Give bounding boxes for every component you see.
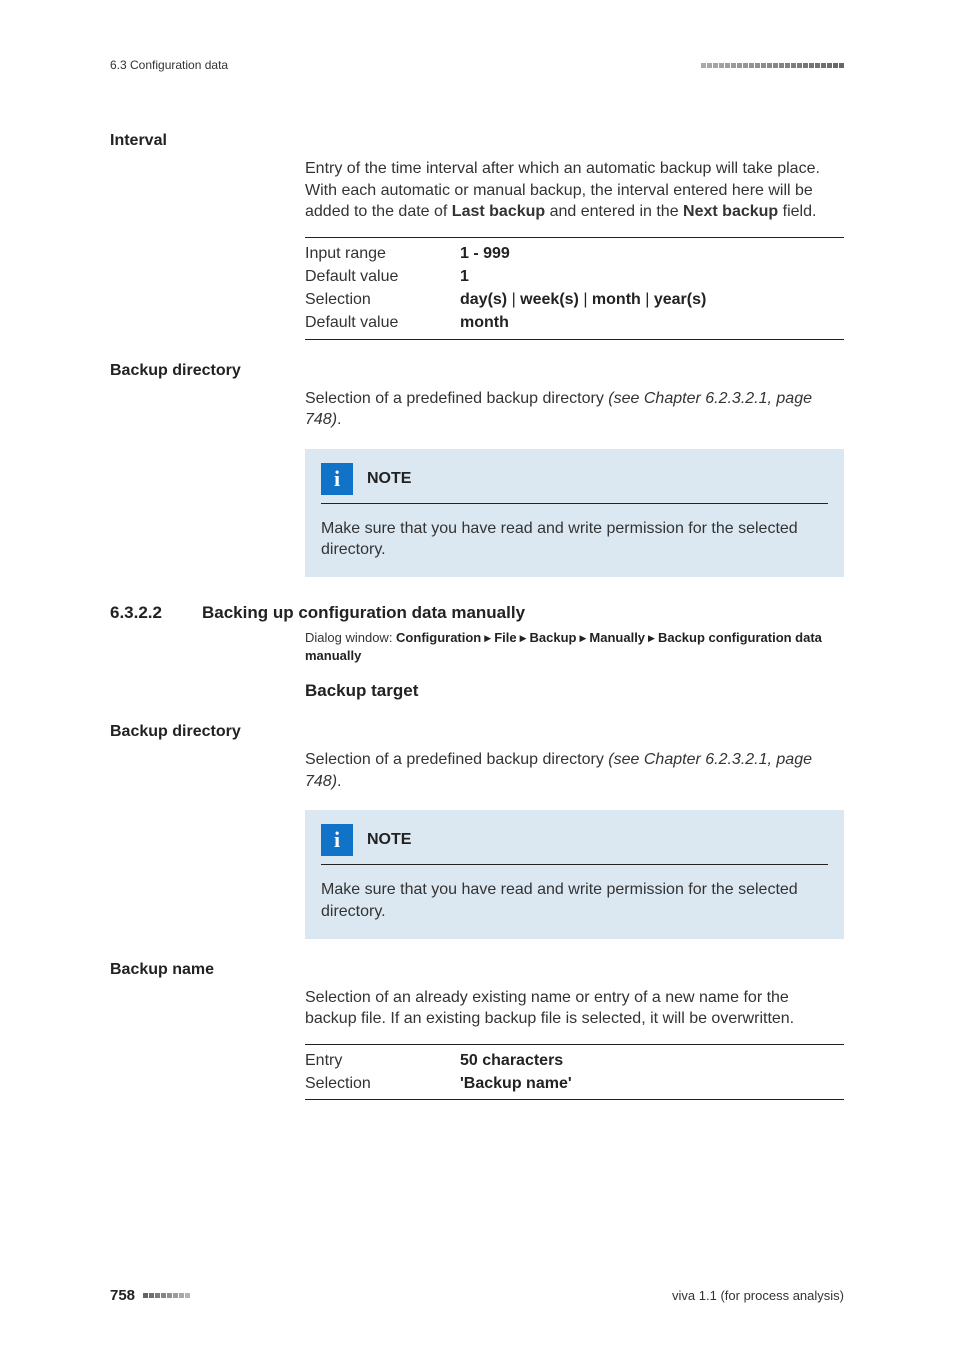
header-ticks [701,63,844,68]
bd1-pre: Selection of a predefined backup directo… [305,390,608,407]
footer-product: viva 1.1 (for process analysis) [672,1288,844,1303]
spec-value: 1 - 999 [460,242,510,265]
note-title-1: NOTE [367,470,411,488]
spec-row: Default valuemonth [305,311,844,334]
backup-name-para: Selection of an already existing name or… [305,987,844,1030]
bd2-post: . [337,773,341,790]
backup-name-heading: Backup name [110,961,844,979]
spec-label: Selection [305,1072,460,1095]
bd1-post: . [337,411,341,428]
spec-value: 'Backup name' [460,1072,572,1095]
info-icon: i [321,824,353,856]
spec-row: Selection'Backup name' [305,1072,844,1095]
backup-name-spec-table: Entry50 charactersSelection'Backup name' [305,1044,844,1100]
interval-paragraph: Entry of the time interval after which a… [305,158,844,223]
dialog-label: Dialog window: [305,630,396,645]
page-number: 758 [110,1287,135,1304]
spec-row: Entry50 characters [305,1049,844,1072]
breadcrumb-segment: Manually [589,630,645,645]
dialog-window-line: Dialog window: Configuration▶File▶Backup… [305,629,844,665]
note-box-1: i NOTE Make sure that you have read and … [305,449,844,577]
backup-directory-para-1: Selection of a predefined backup directo… [305,388,844,431]
info-icon: i [321,463,353,495]
spec-label: Input range [305,242,460,265]
spec-label: Selection [305,288,460,311]
section-title: Backing up configuration data manually [202,603,525,623]
header-section-ref: 6.3 Configuration data [110,58,228,72]
spec-label: Default value [305,311,460,334]
backup-directory-para-2: Selection of a predefined backup directo… [305,749,844,792]
interval-bold-1: Last backup [452,203,545,220]
breadcrumb-separator-icon: ▶ [576,633,589,643]
footer-ticks [143,1293,190,1298]
spec-value: day(s) | week(s) | month | year(s) [460,288,706,311]
spec-row: Default value1 [305,265,844,288]
spec-row: Selectionday(s) | week(s) | month | year… [305,288,844,311]
spec-label: Default value [305,265,460,288]
spec-row: Input range1 - 999 [305,242,844,265]
breadcrumb-segment: Backup [530,630,577,645]
interval-bold-2: Next backup [683,203,778,220]
interval-spec-table: Input range1 - 999Default value1Selectio… [305,237,844,340]
breadcrumb-segment: Configuration [396,630,481,645]
backup-directory-heading-2: Backup directory [110,723,844,741]
breadcrumb-separator-icon: ▶ [517,633,530,643]
note-text-1: Make sure that you have read and write p… [321,518,828,561]
breadcrumb-separator-icon: ▶ [481,633,494,643]
section-number: 6.3.2.2 [110,603,162,623]
interval-heading: Interval [110,132,844,150]
spec-value: 50 characters [460,1049,563,1072]
note-box-2: i NOTE Make sure that you have read and … [305,810,844,938]
note-text-2: Make sure that you have read and write p… [321,879,828,922]
spec-value: month [460,311,509,334]
interval-text-3: field. [778,203,816,220]
spec-label: Entry [305,1049,460,1072]
backup-target-subhead: Backup target [305,681,844,701]
interval-text-2: and entered in the [545,203,683,220]
breadcrumb-separator-icon: ▶ [645,633,658,643]
breadcrumb-segment: File [494,630,516,645]
bd2-pre: Selection of a predefined backup directo… [305,751,608,768]
spec-value: 1 [460,265,469,288]
note-title-2: NOTE [367,831,411,849]
backup-directory-heading-1: Backup directory [110,362,844,380]
